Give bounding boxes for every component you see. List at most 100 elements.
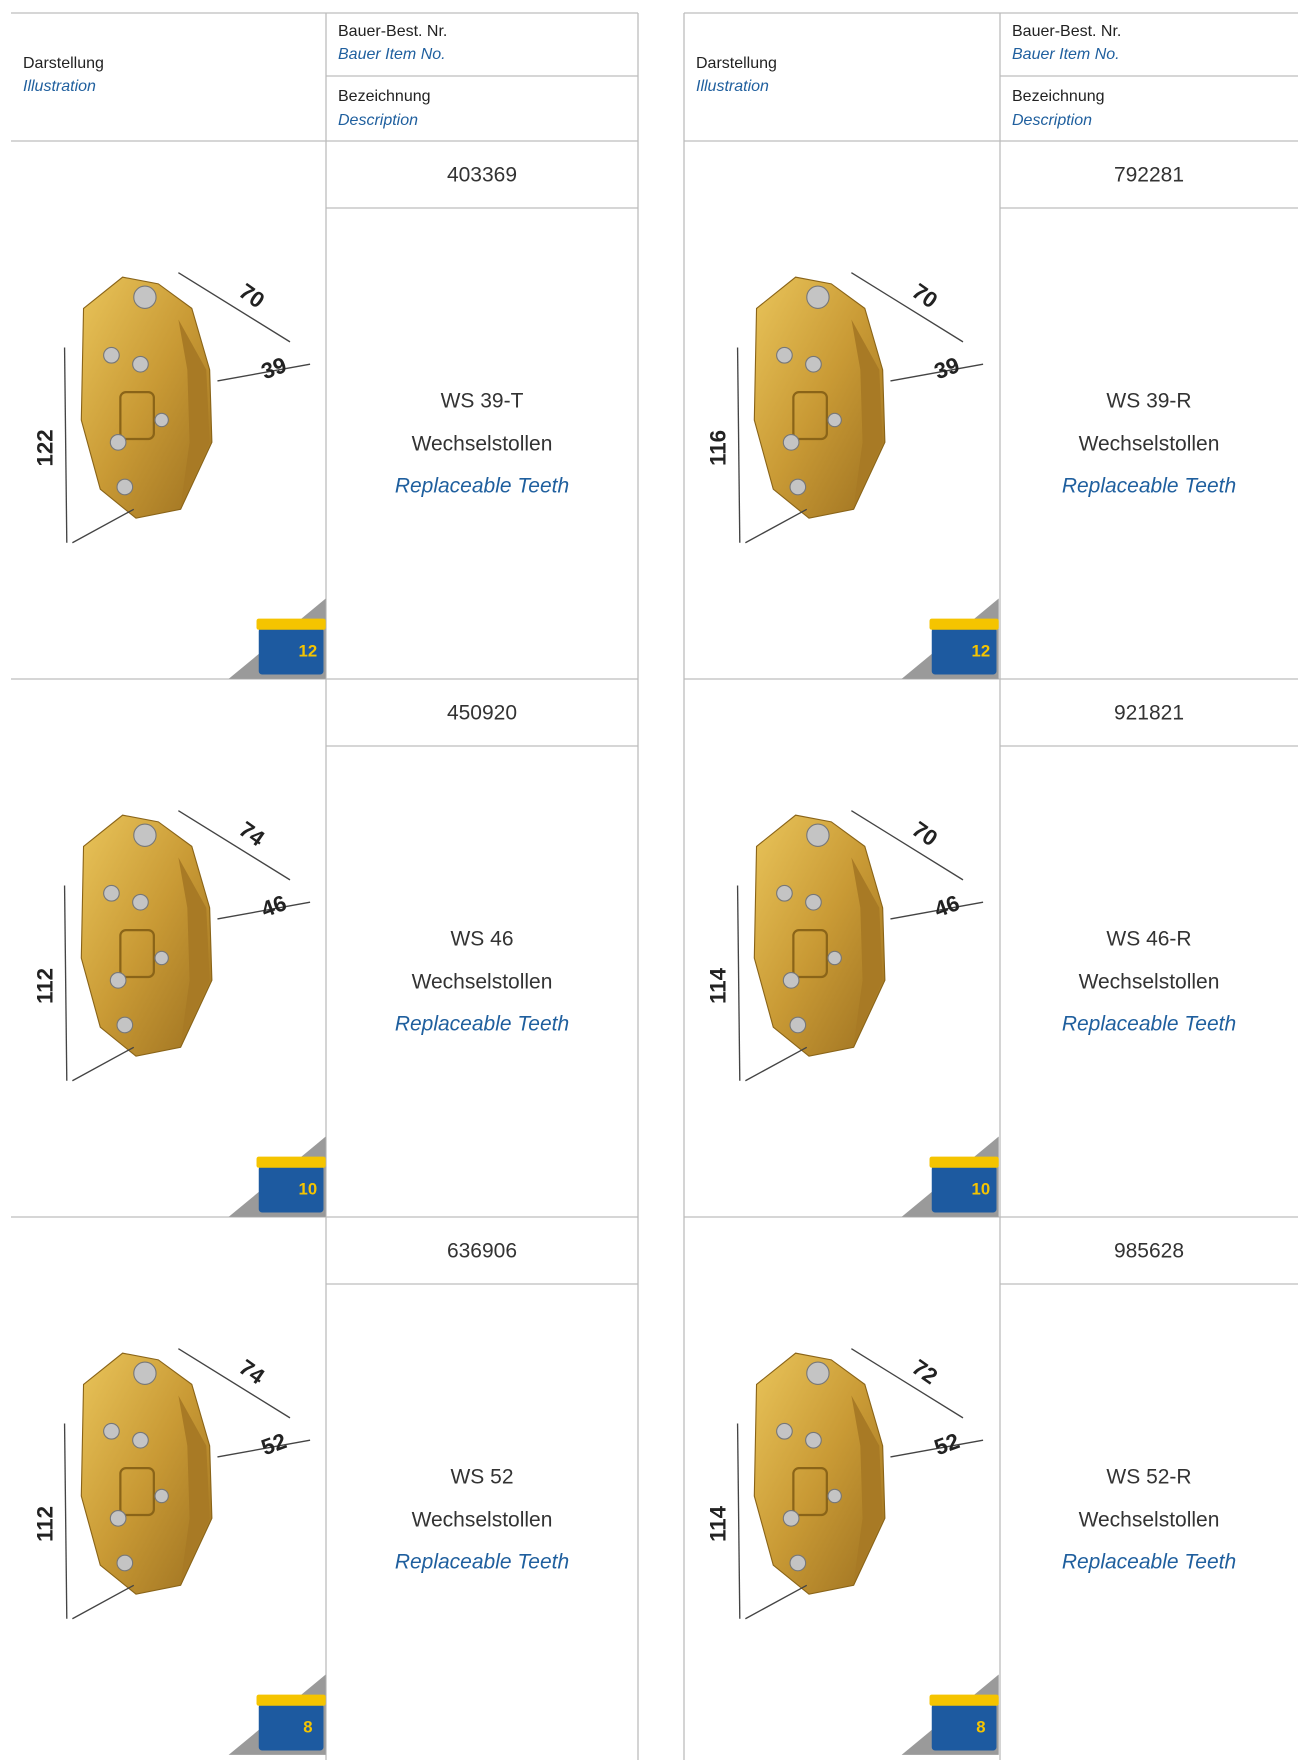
dimension-line	[736, 885, 741, 1081]
header-label: Description	[338, 112, 418, 129]
tooth-body	[753, 1352, 886, 1595]
name-de: Wechselstollen	[412, 971, 553, 994]
bolt	[133, 1361, 157, 1385]
bolt	[805, 1431, 822, 1449]
dimension-label: 70	[908, 279, 943, 314]
pack-box	[258, 1165, 324, 1213]
name-en: Replaceable Teeth	[395, 475, 569, 498]
tooth-body	[753, 814, 886, 1057]
header-label: Illustration	[696, 78, 769, 95]
bolt	[827, 1488, 842, 1504]
dimension-line	[745, 508, 808, 544]
bolt	[827, 950, 842, 966]
bolt	[782, 433, 800, 451]
illustration: 74 46 112 10	[33, 810, 326, 1217]
header-label: Bezeichnung	[338, 88, 431, 105]
dimension-line	[890, 1439, 984, 1458]
bolt	[789, 1016, 807, 1034]
bolt	[806, 1361, 830, 1385]
item-number: 792281	[1114, 164, 1184, 187]
dimension-line	[745, 1584, 808, 1620]
illustration: 72 52 114 8	[706, 1348, 999, 1755]
tooth-side	[178, 1395, 210, 1584]
dimension-label: 46	[258, 890, 290, 922]
bolt	[154, 1488, 169, 1504]
model: WS 46-R	[1106, 928, 1191, 951]
bolt	[776, 1422, 793, 1440]
bolt	[806, 823, 830, 847]
pack-quantity: 12	[972, 642, 991, 661]
name-en: Replaceable Teeth	[395, 1551, 569, 1574]
bolt	[805, 355, 822, 373]
dimension-label: 70	[908, 817, 943, 852]
dimension-label: 46	[931, 890, 963, 922]
dimension-label: 72	[908, 1355, 943, 1390]
bolt	[132, 893, 149, 911]
pack-lid	[256, 618, 326, 630]
pack-quantity: 8	[976, 1718, 985, 1737]
pack-quantity: 10	[299, 1180, 318, 1199]
bolt	[154, 412, 169, 428]
model: WS 52	[450, 1466, 513, 1489]
name-en: Replaceable Teeth	[1062, 1013, 1236, 1036]
model: WS 46	[450, 928, 513, 951]
tooth-logo	[119, 390, 155, 441]
dimension-label: 52	[258, 1428, 290, 1460]
pack-lid	[929, 618, 999, 630]
model: WS 39-T	[441, 390, 524, 413]
tooth-logo	[792, 1466, 828, 1517]
dimension-label: 74	[235, 1355, 270, 1390]
name-de: Wechselstollen	[1079, 1509, 1220, 1532]
tooth-logo	[119, 928, 155, 979]
illustration: 70 39 116 12	[706, 272, 999, 679]
dimension-label: 112	[33, 968, 58, 1004]
dimension-line	[63, 1423, 68, 1619]
pack-lid	[929, 1156, 999, 1168]
tooth-logo	[792, 390, 828, 441]
bolt	[132, 355, 149, 373]
item-number: 985628	[1114, 1240, 1184, 1263]
pack-box	[258, 1703, 324, 1751]
tooth-side	[851, 1395, 883, 1584]
illustration: 70 39 122 12	[33, 272, 326, 679]
name-en: Replaceable Teeth	[1062, 475, 1236, 498]
dimension-line	[851, 272, 964, 343]
item-number: 921821	[1114, 702, 1184, 725]
dimension-line	[851, 1348, 964, 1419]
name-en: Replaceable Teeth	[1062, 1551, 1236, 1574]
dimension-line	[745, 1046, 808, 1082]
model: WS 39-R	[1106, 390, 1191, 413]
header-label: Bauer Item No.	[1012, 46, 1120, 63]
dimension-line	[217, 901, 311, 920]
pack-box	[258, 627, 324, 675]
dimension-line	[217, 363, 311, 382]
bolt	[782, 1509, 800, 1527]
pack-quantity: 10	[972, 1180, 991, 1199]
illustration: 70 46 114 10	[706, 810, 999, 1217]
tooth-logo	[119, 1466, 155, 1517]
bolt	[805, 893, 822, 911]
bolt	[154, 950, 169, 966]
tooth-side	[178, 857, 210, 1046]
dimension-line	[178, 1348, 291, 1419]
dimension-line	[890, 363, 984, 382]
header-label: Darstellung	[23, 55, 104, 72]
header-label: Bezeichnung	[1012, 88, 1105, 105]
dimension-line	[851, 810, 964, 881]
header-label: Bauer-Best. Nr.	[338, 23, 447, 40]
dimension-label: 39	[931, 352, 963, 384]
bolt	[103, 1422, 120, 1440]
bolt	[116, 478, 134, 496]
dimension-label: 114	[706, 1505, 731, 1542]
dimension-label: 52	[931, 1428, 963, 1460]
pack-lid	[256, 1694, 326, 1706]
bolt	[103, 346, 120, 364]
header-label: Darstellung	[696, 55, 777, 72]
bolt	[109, 433, 127, 451]
tooth-body	[80, 1352, 213, 1595]
dimension-line	[736, 1423, 741, 1619]
tooth-side	[178, 319, 210, 508]
dimension-line	[63, 885, 68, 1081]
model: WS 52-R	[1106, 1466, 1191, 1489]
